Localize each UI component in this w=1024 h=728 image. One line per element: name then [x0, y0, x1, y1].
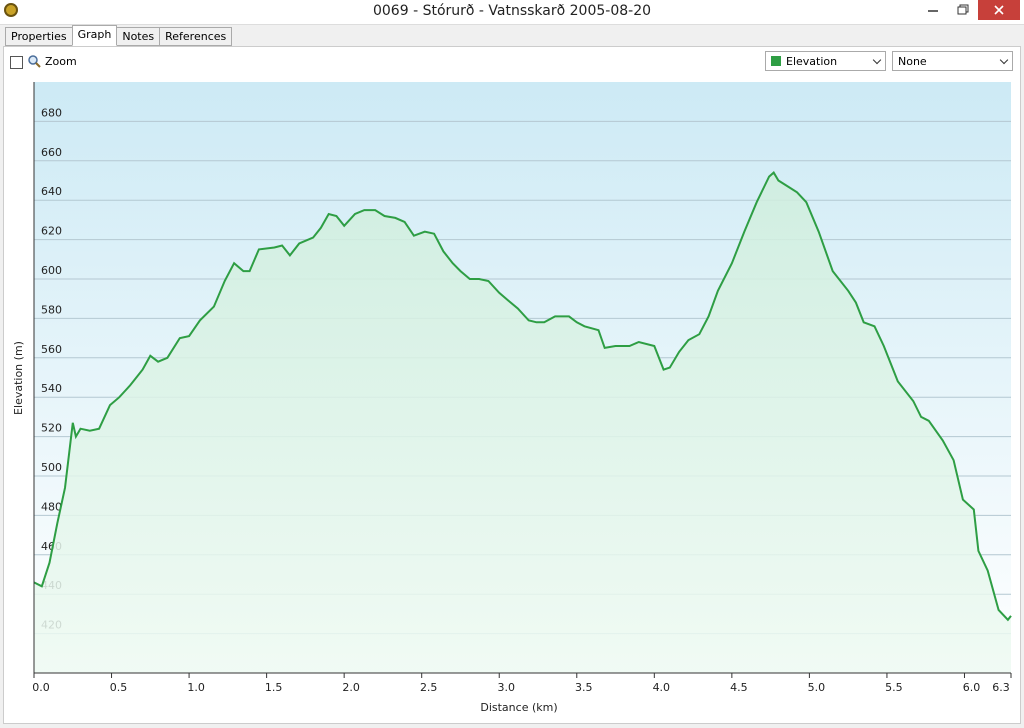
zoom-checkbox[interactable] [10, 56, 23, 69]
y-axis-title: Elevation (m) [12, 341, 25, 415]
app-icon [4, 3, 18, 17]
close-button[interactable] [978, 0, 1020, 20]
tab-active[interactable]: Graph [71, 25, 118, 46]
y-tick-label: 560 [41, 343, 62, 356]
y-tick-label: 520 [41, 422, 62, 435]
y-tick-label: 640 [41, 185, 62, 198]
y-tick-label: 660 [41, 146, 62, 159]
zoom-label: Zoom [45, 55, 77, 68]
x-tick-label: 3.0 [497, 681, 515, 694]
x-tick-label: 3.5 [575, 681, 593, 694]
y-tick-label: 500 [41, 461, 62, 474]
chart: Elevation (m) Distance (km) 420440460480… [12, 82, 1012, 714]
x-tick-label: 4.5 [730, 681, 748, 694]
tab[interactable]: Properties [5, 27, 73, 46]
tab[interactable]: References [159, 27, 233, 46]
x-tick-label: 0.0 [32, 681, 50, 694]
y-tick-label: 580 [41, 303, 62, 316]
tab[interactable]: Notes [116, 27, 161, 46]
x-tick-label: 2.0 [342, 681, 360, 694]
x-tick-label: 0.5 [110, 681, 128, 694]
y-tick-label: 480 [41, 500, 62, 513]
y-tick-label: 680 [41, 106, 62, 119]
title-bar: 0069 - Stórurð - Vatnsskarð 2005-08-20 [0, 0, 1024, 25]
series-swatch [771, 56, 781, 66]
x-tick-label: 2.5 [420, 681, 438, 694]
minimize-button[interactable] [918, 0, 948, 20]
x-tick-label: 6.3 [992, 681, 1010, 694]
series-select[interactable]: Elevation [765, 51, 886, 71]
x-tick-label: 1.5 [265, 681, 283, 694]
x-axis-title: Distance (km) [480, 701, 557, 714]
window-title: 0069 - Stórurð - Vatnsskarð 2005-08-20 [372, 3, 652, 19]
x-tick-label: 4.0 [653, 681, 671, 694]
x-tick-label: 1.0 [187, 681, 205, 694]
zoom-icon [28, 55, 41, 68]
y-tick-label: 600 [41, 264, 62, 277]
secondary-select[interactable]: None [892, 51, 1013, 71]
tab-strip: Properties Graph Notes References [5, 25, 233, 46]
y-tick-label: 540 [41, 382, 62, 395]
elevation-line [33, 171, 1012, 622]
elevation-area [34, 172, 1011, 673]
x-tick-label: 6.0 [963, 681, 981, 694]
restore-button[interactable] [948, 0, 978, 20]
x-tick-label: 5.0 [808, 681, 826, 694]
secondary-select-text: None [898, 55, 927, 68]
series-select-text: Elevation [786, 55, 838, 68]
y-tick-label: 620 [41, 225, 62, 238]
x-tick-label: 5.5 [885, 681, 903, 694]
